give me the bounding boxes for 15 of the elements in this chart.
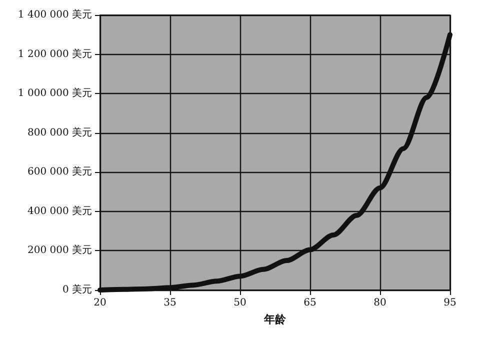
x-tick-label: 80 (374, 298, 386, 308)
y-tick-label: 200 000 美元 (27, 244, 92, 256)
y-tick-label: 1 000 000 美元 (18, 87, 92, 100)
x-tick-label: 95 (444, 298, 456, 308)
x-tick-label: 35 (164, 298, 176, 308)
y-tick-label: 400 000 美元 (27, 204, 92, 217)
y-tick-label: 0 美元 (62, 284, 92, 296)
y-tick-label: 800 000 美元 (27, 126, 92, 138)
x-tick-label: 65 (304, 298, 316, 308)
x-tick-label: 50 (234, 298, 246, 308)
x-axis-title: 年龄 (263, 313, 287, 326)
x-tick-label: 20 (94, 298, 106, 308)
y-tick-label: 1 400 000 美元 (18, 8, 92, 20)
y-tick-label: 600 000 美元 (27, 166, 92, 178)
y-tick-label: 1 200 000 美元 (18, 48, 92, 60)
